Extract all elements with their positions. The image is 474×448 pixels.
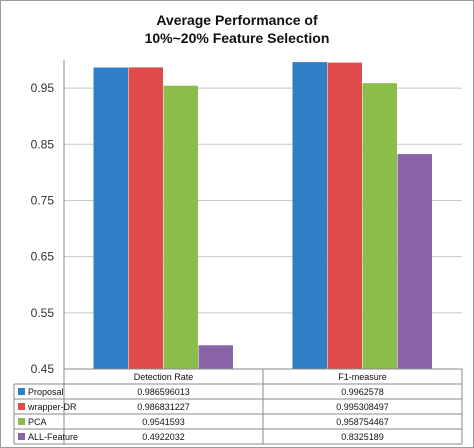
y-tick-label: 0.65	[31, 250, 55, 264]
bar-pca-1	[362, 83, 397, 370]
legend-swatch	[18, 433, 25, 440]
table-value-cell: 0.4922032	[142, 432, 185, 442]
y-tick-label: 0.75	[31, 193, 55, 207]
table-value-cell: 0.986596013	[137, 387, 190, 397]
legend-series-name: ALL-Feature	[28, 432, 78, 442]
legend-swatch	[18, 403, 25, 410]
legend-series-name: Proposal	[28, 387, 64, 397]
legend-series-name: PCA	[28, 417, 47, 427]
legend-series-name: wrapper-DR	[27, 402, 77, 412]
y-tick-label: 0.95	[31, 81, 55, 95]
y-tick-label: 0.55	[31, 306, 55, 320]
bar-proposal-1	[292, 62, 327, 369]
bar-pca-0	[163, 85, 198, 369]
legend-swatch	[18, 388, 25, 395]
bar-wrapper-dr-1	[327, 62, 362, 369]
chart-title-line1: Average Performance of	[156, 12, 318, 28]
x-category-label: F1-measure	[338, 372, 387, 382]
bar-proposal-0	[93, 67, 128, 369]
chart-title-line2: 10%~20% Feature Selection	[144, 30, 330, 46]
table-value-cell: 0.995308497	[336, 402, 389, 412]
y-tick-label: 0.85	[31, 137, 55, 151]
legend-swatch	[18, 418, 25, 425]
table-value-cell: 0.986831227	[137, 402, 190, 412]
x-category-label: Detection Rate	[134, 372, 194, 382]
table-value-cell: 0.958754467	[336, 417, 389, 427]
table-value-cell: 0.9962578	[341, 387, 384, 397]
bar-all-feature-1	[397, 154, 432, 369]
bar-wrapper-dr-0	[128, 67, 163, 370]
y-tick-label: 0.45	[31, 362, 55, 376]
table-value-cell: 0.9541593	[142, 417, 185, 427]
table-value-cell: 0.8325189	[341, 432, 384, 442]
bar-all-feature-0	[198, 345, 233, 369]
